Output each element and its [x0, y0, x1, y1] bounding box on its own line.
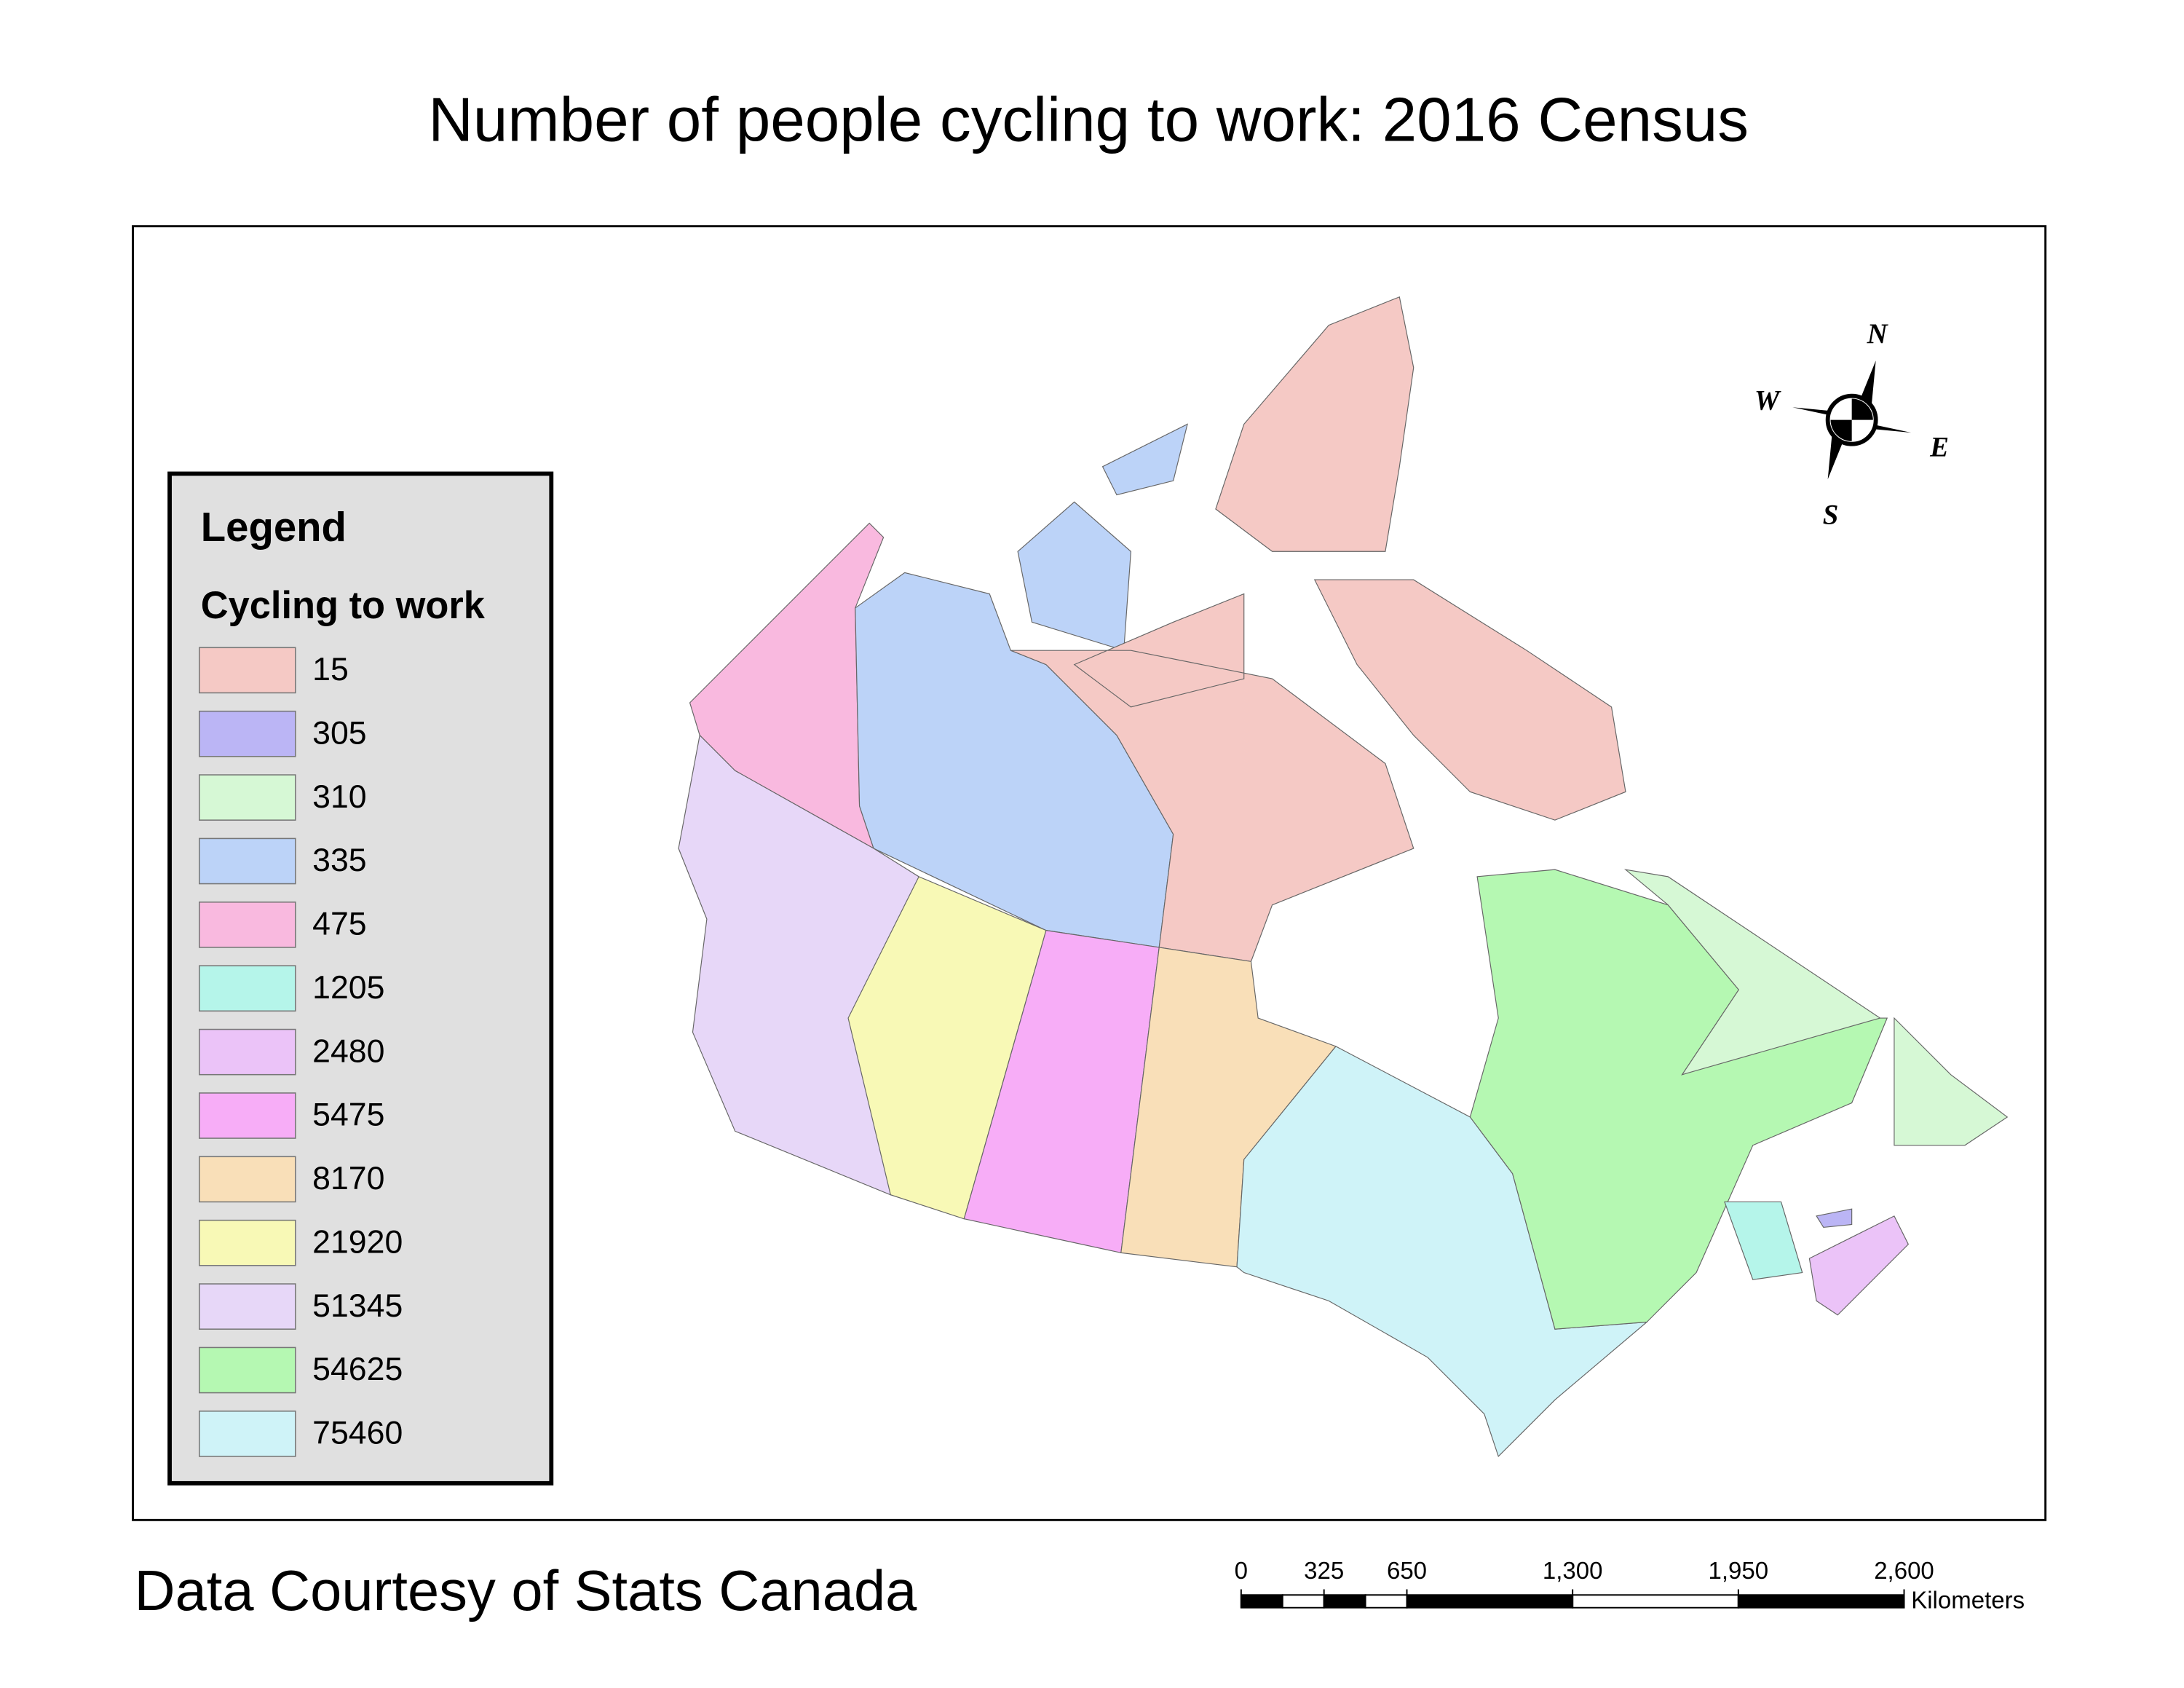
legend-label: 51345 [312, 1288, 403, 1324]
legend-swatch [199, 1092, 296, 1139]
provinces [678, 296, 2009, 1458]
legend-label: 335 [312, 843, 366, 878]
compass-east: E [1929, 431, 1949, 462]
legend-label: 5475 [312, 1097, 384, 1133]
legend-swatch [199, 965, 296, 1012]
legend-label: 8170 [312, 1161, 384, 1196]
scale-segment [1406, 1594, 1574, 1609]
map-title: Number of people cycling to work: 2016 C… [428, 85, 1749, 154]
legend-swatch [199, 837, 296, 885]
province [1808, 1215, 1910, 1316]
legend-label: 75460 [312, 1416, 403, 1451]
compass-north: N [1867, 318, 1889, 350]
legend-swatch [199, 1411, 296, 1457]
province [1724, 1201, 1803, 1280]
scale-segment [1572, 1594, 1739, 1609]
source-note: Data Courtesy of Stats Canada [134, 1560, 917, 1622]
scale-unit: Kilometers [1911, 1587, 2025, 1614]
scale-bar: 0 325 650 1,300 1,950 2,600 Kilometers [1235, 1557, 2025, 1614]
province [678, 734, 919, 1196]
legend-label: 15 [312, 652, 349, 687]
scale-label: 650 [1387, 1557, 1427, 1584]
legend-swatch [199, 710, 296, 757]
province [1816, 1208, 1853, 1228]
legend-label: 310 [312, 779, 366, 815]
scale-segment [1364, 1594, 1408, 1609]
compass-center [1830, 398, 1873, 441]
legend-subtitle: Cycling to work [201, 585, 486, 627]
legend-swatch [199, 774, 296, 821]
scale-label: 2,600 [1874, 1557, 1934, 1584]
scale-segment [1240, 1594, 1283, 1609]
legend-label: 305 [312, 715, 366, 751]
province [1623, 869, 2009, 1146]
legend-label: 54625 [312, 1352, 403, 1387]
scale-label: 1,300 [1543, 1557, 1603, 1584]
legend-label: 21920 [312, 1224, 403, 1260]
legend-swatch [199, 1028, 296, 1076]
scale-segment [1281, 1594, 1325, 1609]
compass-west: W [1754, 384, 1781, 416]
legend-swatch [199, 1156, 296, 1203]
legend-swatch [199, 1219, 296, 1266]
legend-swatch [199, 1283, 296, 1330]
legend-title: Legend [201, 504, 347, 550]
scale-segment [1737, 1594, 1905, 1609]
scale-label: 0 [1235, 1557, 1248, 1584]
legend-label: 1205 [312, 970, 384, 1006]
legend-swatch [199, 902, 296, 948]
compass-south: S [1823, 500, 1839, 531]
legend-swatch [199, 1346, 296, 1394]
scale-label: 325 [1304, 1557, 1344, 1584]
legend-swatch [199, 647, 296, 694]
legend-label: 2480 [312, 1033, 384, 1069]
province [847, 876, 1047, 1220]
legend-items: 15 305 310 335 475 1205 2480 5475 8170 21920 51345… [199, 647, 403, 1457]
province [1010, 296, 1626, 963]
scale-segment [1323, 1594, 1366, 1609]
scale-label: 1,950 [1709, 1557, 1769, 1584]
legend-label: 475 [312, 907, 366, 942]
